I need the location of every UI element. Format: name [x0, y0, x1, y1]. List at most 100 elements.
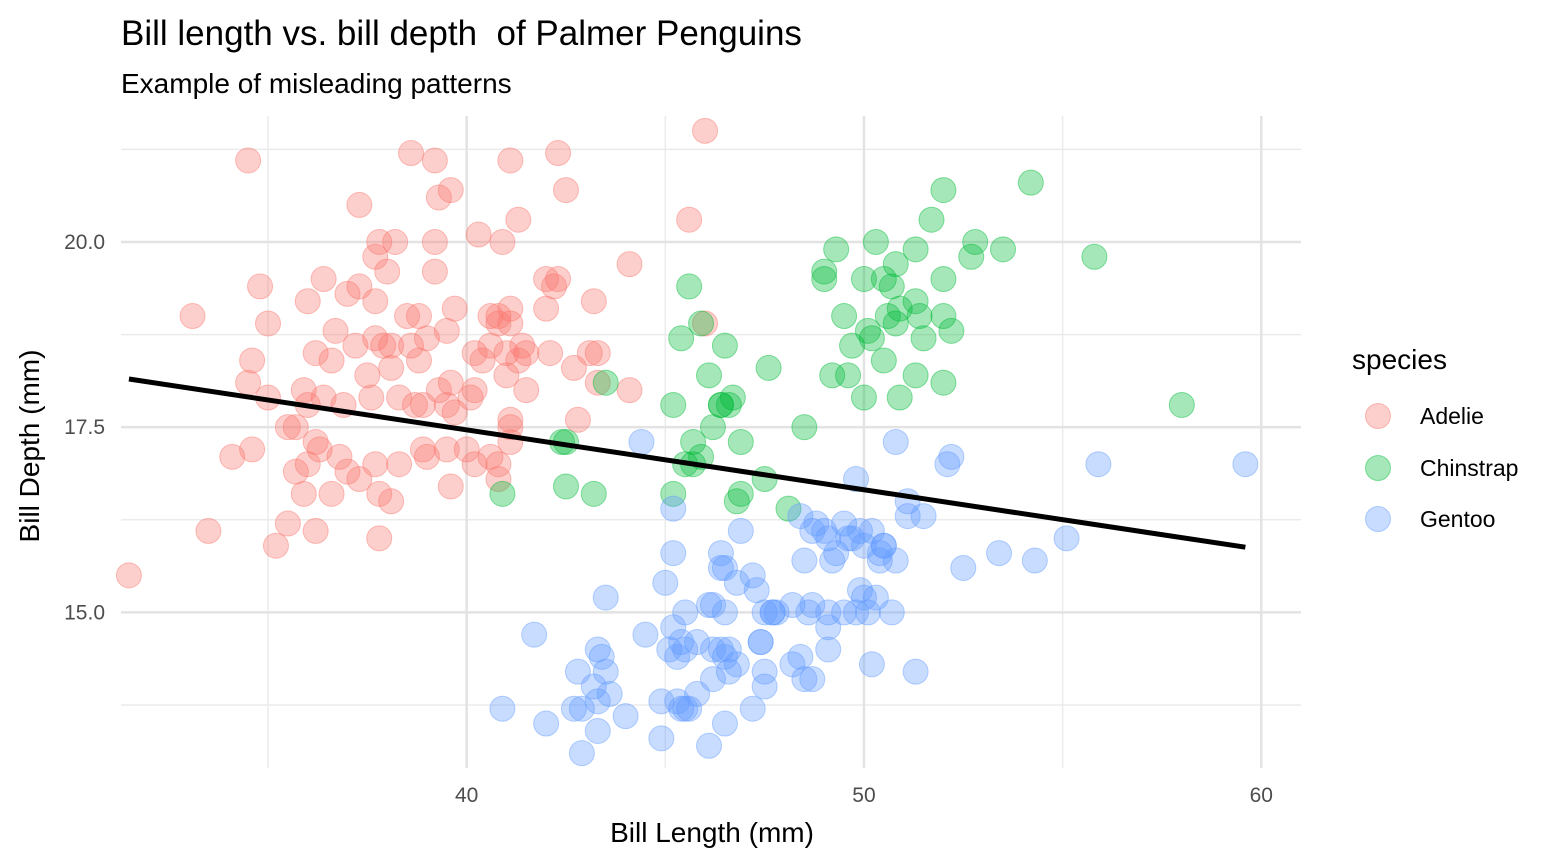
point-adelie	[366, 480, 393, 507]
point-adelie	[564, 406, 591, 433]
point-gentoo	[986, 540, 1013, 567]
point-gentoo	[759, 599, 786, 626]
point-gentoo	[831, 510, 858, 537]
point-chinstrap	[882, 251, 909, 278]
point-chinstrap	[680, 429, 707, 455]
point-chinstrap	[902, 362, 929, 389]
point-adelie	[433, 391, 460, 418]
point-gentoo	[568, 695, 595, 722]
point-chinstrap	[592, 369, 619, 396]
point-adelie	[294, 288, 321, 315]
point-adelie	[405, 347, 432, 374]
point-adelie	[477, 303, 504, 330]
y-tick-label: 17.5	[64, 416, 105, 439]
x-tick-label: 50	[852, 784, 875, 807]
point-chinstrap	[755, 354, 782, 381]
point-adelie	[386, 384, 413, 411]
legend-key-gentoo	[1365, 506, 1391, 532]
point-chinstrap	[930, 303, 957, 330]
point-gentoo	[763, 599, 790, 626]
point-gentoo	[672, 695, 699, 722]
point-gentoo	[843, 599, 870, 626]
point-adelie	[362, 325, 389, 352]
point-adelie	[405, 303, 432, 330]
point-gentoo	[584, 688, 611, 715]
point-adelie	[465, 221, 492, 248]
point-adelie	[509, 332, 536, 359]
point-adelie	[115, 562, 142, 589]
point-gentoo	[795, 599, 822, 626]
point-chinstrap	[723, 488, 750, 515]
point-chinstrap	[962, 228, 989, 255]
point-chinstrap	[850, 384, 877, 411]
point-gentoo	[803, 510, 830, 537]
point-chinstrap	[727, 429, 754, 455]
point-gentoo	[711, 599, 738, 626]
point-adelie	[560, 354, 587, 381]
point-gentoo	[568, 740, 595, 767]
point-adelie	[302, 517, 329, 544]
point-chinstrap	[862, 228, 889, 255]
point-adelie	[302, 340, 329, 367]
point-adelie	[322, 317, 349, 344]
point-gentoo	[684, 629, 711, 656]
point-gentoo	[612, 703, 639, 730]
point-chinstrap	[699, 414, 726, 441]
point-adelie	[362, 243, 389, 270]
x-axis-title: Bill Length (mm)	[610, 817, 814, 848]
point-adelie	[421, 147, 448, 174]
point-adelie	[425, 184, 452, 211]
point-gentoo	[699, 636, 726, 663]
point-gentoo	[699, 666, 726, 693]
point-chinstrap	[902, 236, 929, 263]
point-chinstrap	[882, 310, 909, 337]
point-chinstrap	[707, 391, 734, 418]
point-gentoo	[751, 599, 778, 626]
point-adelie	[366, 525, 393, 552]
point-gentoo	[846, 517, 873, 544]
point-gentoo	[747, 629, 774, 656]
point-adelie	[541, 273, 568, 300]
point-adelie	[533, 266, 560, 292]
point-adelie	[398, 140, 425, 167]
point-gentoo	[1085, 451, 1112, 478]
point-chinstrap	[811, 266, 838, 292]
point-gentoo	[707, 540, 734, 567]
point-adelie	[334, 458, 361, 485]
point-gentoo	[747, 629, 774, 656]
point-adelie	[485, 451, 512, 478]
point-gentoo	[533, 710, 560, 737]
point-gentoo	[711, 643, 738, 670]
regression-line-group	[128, 376, 1246, 550]
point-chinstrap	[1081, 243, 1108, 270]
point-gentoo	[910, 503, 937, 530]
point-adelie	[497, 310, 524, 337]
point-adelie	[302, 429, 329, 455]
point-gentoo	[489, 695, 516, 722]
point-chinstrap	[878, 273, 905, 300]
point-adelie	[437, 177, 464, 204]
point-adelie	[294, 451, 321, 478]
point-gentoo	[664, 688, 691, 715]
point-gentoo	[870, 532, 897, 559]
point-adelie	[247, 273, 274, 300]
point-gentoo	[592, 584, 619, 611]
point-chinstrap	[660, 480, 687, 507]
point-gentoo	[672, 636, 699, 663]
point-chinstrap	[715, 391, 742, 418]
point-adelie	[310, 266, 337, 292]
point-adelie	[616, 251, 643, 278]
point-adelie	[485, 303, 512, 330]
point-chinstrap	[850, 266, 877, 292]
point-adelie	[616, 377, 643, 404]
point-gentoo	[656, 636, 683, 663]
point-gentoo	[850, 532, 877, 559]
point-gentoo	[592, 658, 619, 685]
point-gentoo	[787, 643, 814, 670]
point-gentoo	[882, 429, 909, 455]
point-gentoo	[751, 658, 778, 685]
point-gentoo	[791, 666, 818, 693]
point-chinstrap	[930, 177, 957, 204]
point-chinstrap	[580, 480, 607, 507]
point-adelie	[326, 443, 353, 470]
